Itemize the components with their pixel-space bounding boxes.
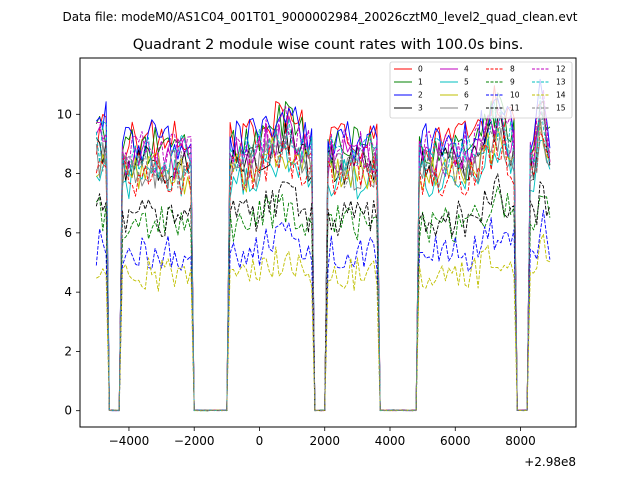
legend-label-5: 5 xyxy=(464,78,469,87)
legend-label-6: 6 xyxy=(464,91,469,100)
legend-label-2: 2 xyxy=(418,91,423,100)
legend-label-4: 4 xyxy=(464,65,469,74)
series-layer xyxy=(95,78,551,412)
legend-label-0: 0 xyxy=(418,65,423,74)
y-axis-ticks: 0 2 4 6 8 10 xyxy=(57,107,80,418)
y-tick-label: 8 xyxy=(64,167,72,181)
y-tick-label: 6 xyxy=(64,226,72,240)
legend-label-8: 8 xyxy=(510,65,515,74)
legend-label-7: 7 xyxy=(464,104,469,113)
chart-title: Quadrant 2 module wise count rates with … xyxy=(133,37,524,53)
y-tick-label: 0 xyxy=(64,404,72,418)
legend-label-11: 11 xyxy=(510,104,520,113)
series-line-10 xyxy=(95,209,551,412)
x-tick-label: −2000 xyxy=(174,434,215,448)
series-line-15 xyxy=(95,111,551,412)
x-tick-label: −4000 xyxy=(109,434,150,448)
x-tick-label: 4000 xyxy=(375,434,406,448)
legend-label-13: 13 xyxy=(556,78,566,87)
legend-label-14: 14 xyxy=(556,91,566,100)
legend-label-15: 15 xyxy=(556,104,566,113)
legend-label-1: 1 xyxy=(418,78,423,87)
legend-frame xyxy=(389,61,573,119)
y-tick-label: 10 xyxy=(57,107,72,121)
x-tick-label: 6000 xyxy=(440,434,471,448)
figure-suptitle: Data file: modeM0/AS1C04_001T01_90000029… xyxy=(62,10,577,24)
series-line-8 xyxy=(95,131,551,412)
legend-label-10: 10 xyxy=(510,91,520,100)
legend-label-9: 9 xyxy=(510,78,515,87)
legend-label-12: 12 xyxy=(556,65,566,74)
y-tick-label: 2 xyxy=(64,344,72,358)
x-axis-ticks: −4000 −2000 0 2000 4000 6000 8000 xyxy=(109,427,536,448)
x-tick-label: 0 xyxy=(256,434,264,448)
plot-frame xyxy=(79,57,577,428)
legend-label-3: 3 xyxy=(418,104,423,113)
y-tick-label: 4 xyxy=(64,285,72,299)
x-tick-label: 8000 xyxy=(505,434,536,448)
x-axis-offset-label: +2.98e8 xyxy=(524,455,576,469)
x-tick-label: 2000 xyxy=(309,434,340,448)
